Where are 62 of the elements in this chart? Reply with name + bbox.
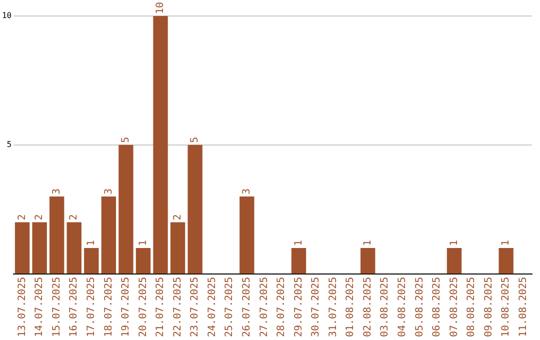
bar: [291, 248, 306, 274]
data-label: 1: [448, 240, 460, 246]
x-tick-label: 04.08.2025: [397, 276, 408, 338]
data-label: 3: [103, 188, 114, 194]
data-label: 1: [500, 240, 512, 246]
x-tick-label: 29.07.2025: [293, 276, 304, 338]
x-tick-label: 02.08.2025: [362, 276, 374, 338]
bar: [170, 222, 186, 274]
x-tick-label: 31.07.2025: [328, 276, 339, 338]
data-label: 1: [138, 240, 149, 246]
x-tick-label: 08.08.2025: [466, 276, 478, 338]
data-label: 5: [190, 136, 201, 143]
bar: [446, 248, 462, 274]
x-tick-label: 18.07.2025: [103, 276, 114, 338]
x-tick-label: 20.07.2025: [138, 276, 149, 338]
x-tick-label: 15.07.2025: [51, 276, 62, 338]
data-label: 5: [120, 136, 132, 143]
data-label: 2: [34, 214, 46, 220]
x-tick-label: 13.07.2025: [16, 276, 28, 338]
bar: [118, 144, 134, 274]
x-tick-label: 09.08.2025: [483, 276, 494, 338]
data-label: 1: [362, 240, 374, 246]
x-tick-label: 25.07.2025: [224, 276, 236, 338]
x-tick-label: 03.08.2025: [380, 276, 391, 338]
x-tick-label: 17.07.2025: [86, 276, 97, 338]
x-tick-label: 19.07.2025: [120, 276, 132, 338]
x-tick-label: 27.07.2025: [258, 276, 270, 338]
x-tick-label: 06.08.2025: [432, 276, 443, 338]
x-tick-label: 23.07.2025: [190, 276, 201, 338]
bar: [498, 248, 514, 274]
data-label: 10: [155, 2, 166, 14]
bar: [49, 196, 64, 274]
bar: [188, 144, 202, 274]
bar: [101, 196, 116, 274]
x-tick-label: 26.07.2025: [241, 276, 252, 338]
x-tick-label: 01.08.2025: [345, 276, 356, 338]
x-tick-label: 14.07.2025: [34, 276, 46, 338]
x-tick-label: 05.08.2025: [414, 276, 426, 338]
x-tick-label: 24.07.2025: [206, 276, 218, 338]
data-label: 1: [86, 240, 97, 246]
x-tick-label: 22.07.2025: [172, 276, 184, 338]
bar: [153, 16, 168, 274]
bar: [14, 222, 30, 274]
x-tick-label: 11.08.2025: [518, 276, 529, 338]
bar: [360, 248, 376, 274]
data-label: 1: [293, 240, 304, 246]
bar: [32, 222, 47, 274]
x-tick-label: 07.08.2025: [448, 276, 460, 338]
bar: [84, 248, 99, 274]
data-label: 3: [51, 188, 62, 194]
x-tick-label: 21.07.2025: [155, 276, 166, 338]
bar: [240, 196, 254, 274]
x-tick-label: 10.08.2025: [500, 276, 512, 338]
data-label: 2: [16, 214, 28, 220]
bar: [66, 222, 82, 274]
x-tick-label: 28.07.2025: [276, 276, 288, 338]
data-label: 2: [68, 214, 80, 220]
data-label: 2: [172, 214, 184, 220]
data-label: 3: [241, 188, 252, 194]
x-tick-label: 30.07.2025: [310, 276, 322, 338]
x-tick-label: 16.07.2025: [68, 276, 80, 338]
bar: [136, 248, 151, 274]
